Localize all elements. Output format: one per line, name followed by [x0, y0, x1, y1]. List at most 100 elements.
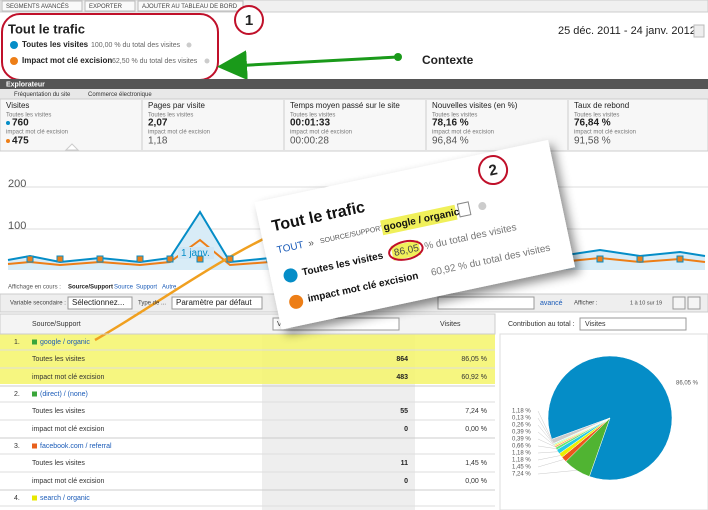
- pie-leader: [537, 410, 553, 442]
- metric-sub: impact mot clé excision: [290, 130, 352, 136]
- pie-label: 1,18 %: [512, 409, 531, 415]
- display-option[interactable]: Source/Support: [68, 285, 113, 291]
- metric-value: 760: [12, 118, 29, 129]
- pie-leader: [537, 431, 555, 446]
- row-color: [32, 443, 37, 449]
- row-percent: 0,00 %: [465, 478, 487, 485]
- metric-label: Visites: [6, 101, 29, 110]
- display-option[interactable]: Support: [136, 285, 157, 291]
- metric-sub: impact mot clé excision: [432, 130, 494, 136]
- row-visits: 483: [396, 374, 408, 381]
- segment-note: 100,00 % du total des visites: [91, 42, 181, 49]
- metric-label: Nouvelles visites (en %): [432, 101, 518, 110]
- segment-name: Toutes les visites: [22, 40, 89, 49]
- control-label: Type de ...: [138, 301, 166, 307]
- date-picker[interactable]: [693, 24, 705, 38]
- zoom-highlight: [380, 204, 458, 236]
- display-option[interactable]: Source: [114, 285, 134, 291]
- zoom-row-pct: 86,05: [393, 243, 420, 259]
- selected-metric-pointer: [64, 143, 80, 151]
- metric-sub: Toutes les visites: [574, 113, 619, 119]
- row-name[interactable]: (direct) / (none): [40, 391, 88, 398]
- next-button[interactable]: [687, 296, 701, 310]
- metric-value: 1,18: [148, 136, 168, 147]
- zoom-sep: »: [307, 238, 315, 250]
- pie-label: 86,05 %: [676, 381, 699, 387]
- pie-label: 7,24 %: [512, 472, 531, 478]
- pie-leader: [537, 417, 554, 444]
- row-label: Toutes les visites: [32, 460, 85, 467]
- toolbar-label: SEGMENTS AVANCÉS: [6, 3, 69, 10]
- tab-bar: [0, 79, 708, 89]
- graph-point: [226, 255, 234, 263]
- row-percent: 86,05 %: [461, 356, 487, 363]
- subtab: Fréquentation du site: [14, 92, 71, 98]
- row-label: impact mot clé excision: [32, 374, 104, 381]
- row-visits: 0: [404, 426, 408, 433]
- toolbar-button[interactable]: [1, 0, 83, 12]
- row-color: [32, 495, 37, 501]
- zoom-highlight: [390, 240, 422, 261]
- search-box[interactable]: [437, 296, 535, 310]
- pie-label: 0,39 %: [512, 430, 531, 436]
- graph-label: 200: [8, 178, 26, 190]
- row-percent: 1,45 %: [465, 460, 487, 467]
- row-visits: 11: [401, 460, 409, 467]
- pie-label: 0,13 %: [512, 416, 531, 422]
- toolbar-button[interactable]: [137, 0, 244, 12]
- metric-value: 2,07: [148, 118, 168, 129]
- metric-sub: impact mot clé excision: [6, 130, 68, 136]
- row-name[interactable]: search / organic: [40, 495, 90, 502]
- metric-value: 00:00:28: [290, 136, 329, 147]
- toolbar-label: EXPORTER: [89, 4, 123, 10]
- pie-label: 1,45 %: [512, 465, 531, 471]
- row-color: [32, 339, 37, 345]
- metric-sub: impact mot clé excision: [574, 130, 636, 136]
- metric-value: 475: [12, 136, 29, 147]
- page-title: Tout le trafic: [8, 21, 85, 36]
- graph-point: [166, 255, 174, 263]
- metric-sub: Toutes les visites: [290, 113, 335, 119]
- pie-label: 0,26 %: [512, 423, 531, 429]
- metric-label: Pages par visite: [148, 101, 205, 110]
- advanced-link[interactable]: avancé: [540, 300, 563, 307]
- display-label: Affichage en cours :: [8, 285, 61, 291]
- zoom-icon: [289, 294, 304, 309]
- dropdown[interactable]: [171, 296, 263, 310]
- graph-label: 100: [8, 220, 26, 232]
- dropdown[interactable]: [67, 296, 133, 310]
- zoom-icon: [283, 268, 298, 283]
- metric-sub: Toutes les visites: [6, 113, 51, 119]
- metric-value: 96,84 %: [432, 136, 469, 147]
- row-percent: 7,24 %: [465, 408, 487, 415]
- zoom-dropdown[interactable]: [456, 201, 472, 218]
- graph-point: [96, 255, 104, 263]
- pagination: 1 à 10 sur 19: [630, 300, 662, 306]
- row-visits: 864: [396, 356, 408, 363]
- segment-remove[interactable]: [204, 58, 210, 64]
- callout-number: 1: [245, 12, 253, 29]
- segment-icon: [10, 57, 18, 65]
- arrow-dot: [394, 53, 402, 61]
- annotation-box: [178, 247, 214, 259]
- metric-sub: impact mot clé excision: [148, 130, 210, 136]
- row-highlight: [0, 334, 495, 384]
- zoom-remove[interactable]: [478, 201, 487, 211]
- segment-remove[interactable]: [186, 42, 192, 48]
- row-rank: 3.: [14, 443, 20, 450]
- row-name[interactable]: facebook.com / referral: [40, 443, 112, 450]
- prev-button[interactable]: [672, 296, 686, 310]
- row-name[interactable]: google / organic: [40, 339, 90, 346]
- row-visits: 55: [400, 408, 408, 415]
- graph-point: [56, 255, 64, 263]
- pie-leader: [537, 438, 556, 448]
- display-option[interactable]: Autre: [162, 285, 177, 291]
- dropdown[interactable]: [579, 317, 687, 331]
- context-label: Contexte: [422, 53, 474, 67]
- toolbar-button[interactable]: [84, 0, 136, 12]
- row-rank: 2.: [14, 391, 20, 398]
- metric-dot: [6, 139, 10, 143]
- zoom-circle: [388, 239, 424, 261]
- metric-sub: Toutes les visites: [148, 113, 193, 119]
